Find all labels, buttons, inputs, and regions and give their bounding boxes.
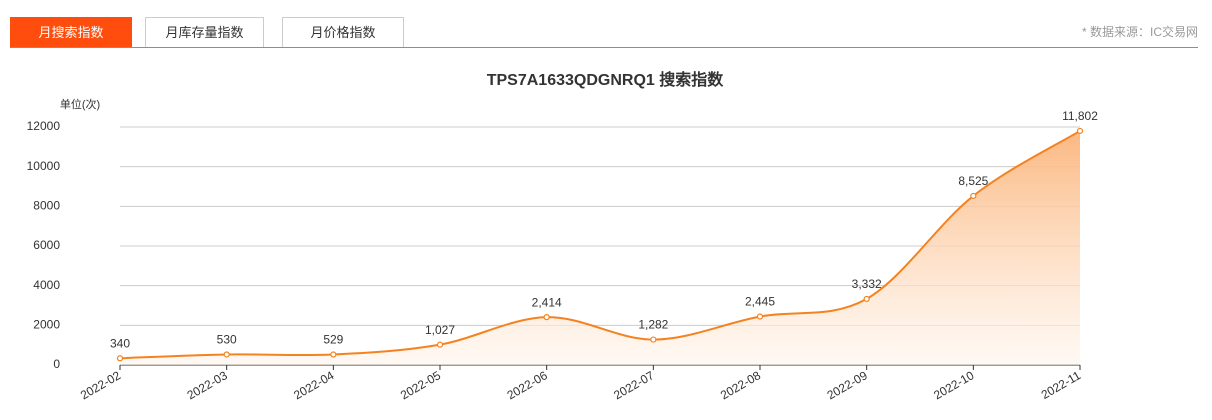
y-tick-label: 12000 (27, 119, 61, 133)
chart-title: TPS7A1633QDGNRQ1 搜索指数 (487, 70, 725, 89)
x-tick-label: 2022-09 (825, 368, 870, 402)
point (543, 314, 550, 321)
point (330, 351, 337, 358)
tab[interactable]: 月搜索指数 (10, 17, 132, 47)
tab[interactable]: 月库存量指数 (145, 17, 264, 47)
point (116, 355, 124, 362)
data-label: 2,414 (532, 295, 562, 309)
point (756, 313, 764, 320)
point (650, 336, 657, 343)
x-tick-label: 2022-03 (185, 368, 230, 402)
data-label: 8,525 (958, 174, 988, 188)
area (120, 130, 1080, 365)
point (863, 295, 870, 303)
data-label: 3,332 (852, 277, 882, 291)
point (223, 351, 230, 358)
line (119, 130, 1081, 360)
x-tick-label: 2022-08 (718, 368, 763, 402)
x-tick-label: 2022-10 (931, 368, 976, 402)
y-tick-label: 4000 (33, 278, 60, 292)
y-tick-label: 8000 (33, 199, 60, 213)
y-tick-label: 6000 (33, 238, 60, 252)
y-tick-label: 2000 (33, 318, 60, 332)
x-tick-label: 2022-02 (78, 368, 123, 402)
y-axis-label: 单位(次) (60, 97, 100, 111)
y-tick-label: 10000 (27, 159, 61, 173)
tab[interactable]: 月价格指数 (282, 17, 404, 47)
data-label: 340 (110, 336, 130, 350)
x-tick-label: 2022-07 (611, 368, 656, 402)
x-tick-label: 2022-04 (291, 368, 336, 402)
data-label: 530 (217, 333, 237, 347)
source-note: * 数据来源：IC交易网 (1081, 25, 1198, 39)
data-label: 1,282 (638, 318, 668, 332)
point (436, 341, 444, 348)
data-label: 1,027 (425, 323, 455, 337)
point (970, 192, 977, 200)
x-tick-label: 2022-06 (505, 368, 550, 402)
y-tick-label: 0 (53, 357, 60, 371)
point (1076, 127, 1084, 135)
x-tick-label: 2022-11 (1039, 368, 1084, 402)
x-tick-label: 2022-05 (398, 368, 443, 402)
tab-bar: 月搜索指数 月库存量指数 月价格指数 (10, 17, 1198, 48)
data-label: 11,802 (1062, 109, 1098, 123)
data-label: 529 (323, 333, 343, 347)
data-label: 2,445 (745, 295, 775, 309)
